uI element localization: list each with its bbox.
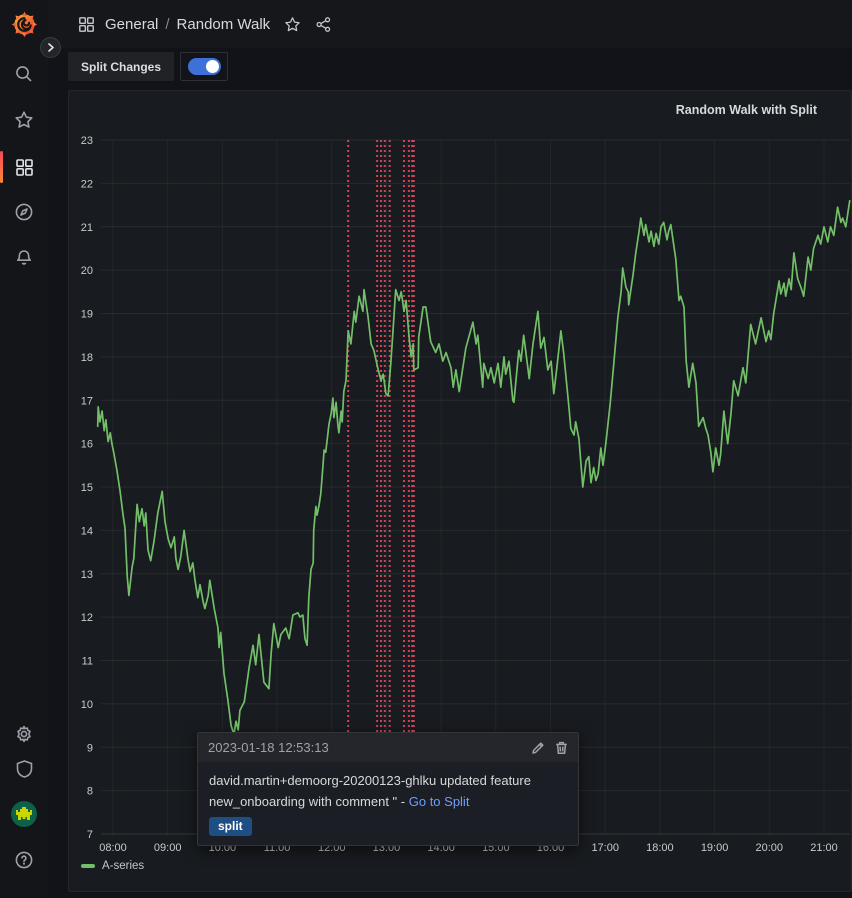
split-changes-label[interactable]: Split Changes — [68, 52, 175, 81]
sidebar-item-explore[interactable] — [0, 195, 48, 229]
chevron-right-icon — [48, 43, 54, 52]
settings-gear-icon — [17, 725, 31, 743]
y-tick-label: 9 — [87, 742, 93, 754]
sidebar-active-indicator — [0, 151, 3, 183]
sidebar-item-dashboards[interactable] — [0, 150, 48, 184]
go-to-split-link[interactable]: Go to Split — [408, 794, 470, 809]
sidebar-item-starred[interactable] — [0, 103, 48, 137]
y-tick-label: 22 — [81, 178, 93, 190]
y-tick-label: 13 — [81, 569, 93, 581]
split-changes-toggle[interactable] — [180, 52, 229, 81]
pencil-icon[interactable] — [531, 741, 545, 755]
grafana-logo-icon — [11, 11, 38, 38]
breadcrumb-folder[interactable]: General — [105, 15, 159, 33]
share-dashboard-button[interactable] — [315, 16, 332, 33]
y-tick-label: 8 — [87, 786, 93, 798]
top-nav: General / Random Walk — [48, 0, 852, 48]
annotation-message-line2: new_onboarding with comment " - — [209, 794, 406, 809]
panel-title[interactable]: Random Walk with Split — [675, 103, 817, 117]
admin-shield-icon — [16, 760, 32, 778]
sidebar-item-server-admin[interactable] — [0, 752, 48, 786]
share-icon — [316, 16, 331, 32]
search-icon — [16, 66, 32, 82]
x-tick-label: 19:00 — [701, 842, 729, 854]
series-line-a-series — [96, 199, 851, 736]
y-tick-label: 16 — [81, 439, 93, 451]
sidebar-item-plugin-app[interactable] — [0, 797, 48, 831]
series-legend-label: A-series — [102, 860, 145, 872]
annotation-tooltip: 2023-01-18 12:53:13 david.m — [197, 732, 579, 846]
split-changes-control: Split Changes — [68, 52, 229, 81]
x-tick-label: 08:00 — [99, 842, 127, 854]
sidebar-item-search[interactable] — [0, 57, 48, 91]
star-dashboard-button[interactable] — [284, 16, 301, 33]
star-icon — [15, 111, 33, 128]
series-color-swatch — [81, 864, 95, 868]
y-tick-label: 23 — [81, 135, 93, 147]
y-tick-label: 11 — [82, 656, 93, 668]
sidebar-expand-button[interactable] — [40, 37, 61, 58]
y-tick-label: 10 — [81, 699, 93, 711]
grafana-logo[interactable] — [11, 11, 38, 38]
help-icon — [15, 851, 33, 869]
x-tick-label: 18:00 — [646, 842, 674, 854]
annotation-timestamp: 2023-01-18 12:53:13 — [208, 740, 329, 755]
annotation-tag-split: split — [209, 817, 252, 836]
y-tick-label: 7 — [87, 829, 93, 841]
y-tick-label: 14 — [81, 525, 93, 537]
alerting-bell-icon — [17, 250, 31, 265]
breadcrumb-separator: / — [165, 15, 170, 33]
sidebar-item-help[interactable] — [0, 843, 48, 877]
y-tick-label: 17 — [81, 395, 93, 407]
x-tick-label: 09:00 — [154, 842, 182, 854]
y-tick-label: 18 — [81, 352, 93, 364]
annotation-message-line1: david.martin+demoorg-20200123-ghlku upda… — [209, 773, 531, 788]
y-tick-label: 19 — [81, 309, 93, 321]
timeseries-panel: Random Walk with Split 7 8 9 10 11 12 13 14 15 16… — [68, 90, 852, 892]
plugin-app-icon — [11, 801, 37, 827]
annotation-tooltip-body: david.martin+demoorg-20200123-ghlku upda… — [198, 762, 578, 845]
x-tick-label: 21:00 — [810, 842, 838, 854]
explore-compass-icon — [15, 203, 33, 221]
star-icon — [285, 16, 300, 31]
apps-grid-icon — [78, 16, 95, 33]
legend-item-a-series[interactable]: A-series — [81, 860, 144, 872]
x-tick-label: 20:00 — [756, 842, 784, 854]
sidebar — [0, 0, 61, 898]
toggle-pill — [187, 58, 221, 75]
annotation-tooltip-header: 2023-01-18 12:53:13 — [198, 733, 578, 762]
y-tick-label: 21 — [81, 222, 93, 234]
x-tick-label: 17:00 — [591, 842, 619, 854]
dashboards-icon — [15, 158, 33, 176]
y-tick-label: 12 — [81, 612, 93, 624]
toggle-knob — [205, 60, 219, 73]
sidebar-item-alerting[interactable] — [0, 241, 48, 275]
trash-icon[interactable] — [555, 741, 568, 755]
y-tick-label: 15 — [81, 482, 93, 494]
sidebar-item-settings[interactable] — [0, 717, 48, 751]
y-tick-label: 20 — [81, 265, 93, 277]
breadcrumb-page-title[interactable]: Random Walk — [176, 15, 271, 33]
